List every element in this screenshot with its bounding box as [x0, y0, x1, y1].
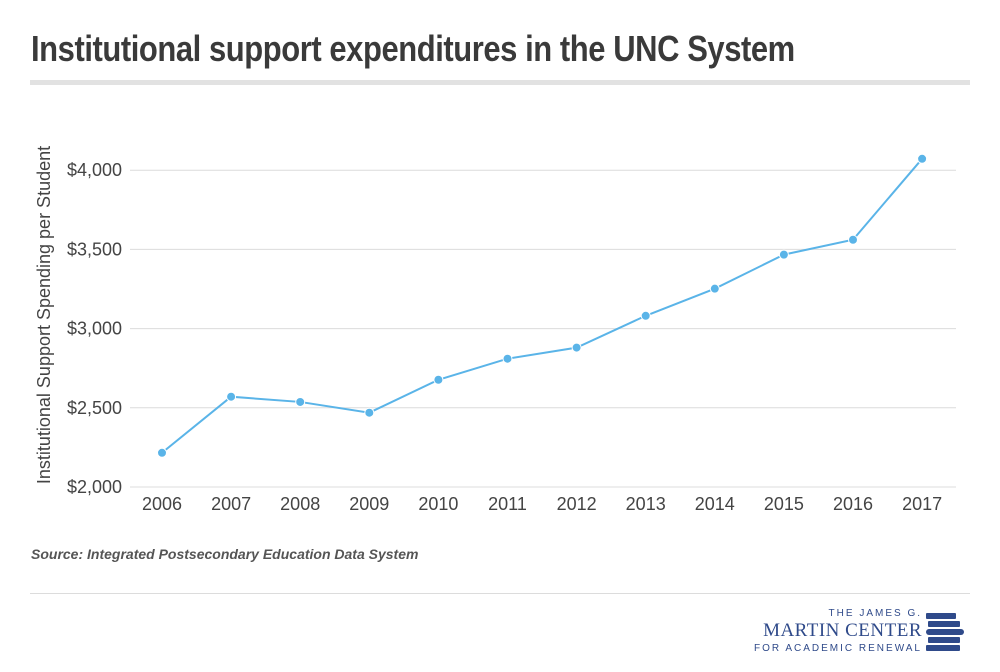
data-point: [226, 391, 237, 402]
data-point: [917, 153, 928, 164]
x-tick-label: 2008: [280, 494, 320, 514]
y-tick-label: $2,000: [67, 477, 122, 497]
y-tick-label: $3,000: [67, 319, 122, 339]
data-point: [502, 353, 513, 364]
data-point: [157, 447, 167, 458]
x-tick-label: 2007: [211, 494, 251, 514]
x-tick-label: 2017: [902, 494, 942, 514]
title-divider: [30, 80, 970, 85]
x-tick-label: 2009: [349, 494, 389, 514]
y-tick-label: $3,500: [67, 239, 122, 259]
logo-line-1: THE JAMES G.: [828, 608, 922, 619]
source-note: Source: Integrated Postsecondary Educati…: [31, 546, 419, 562]
data-point: [364, 407, 375, 418]
y-axis-label: Institutional Support Spending per Stude…: [34, 146, 54, 484]
x-tick-label: 2013: [626, 494, 666, 514]
data-point: [848, 234, 858, 245]
logo-line-3: FOR ACADEMIC RENEWAL: [754, 643, 922, 654]
chart-title: Institutional support expenditures in th…: [31, 28, 795, 69]
martin-center-logo: THE JAMES G. MARTIN CENTER FOR ACADEMIC …: [754, 608, 966, 664]
logo-line-2: MARTIN CENTER: [763, 620, 922, 641]
books-icon: [926, 613, 964, 651]
x-tick-label: 2016: [833, 494, 873, 514]
data-point: [709, 283, 720, 294]
data-point: [433, 374, 444, 385]
line-chart: $2,000 $2,500 $3,000 $3,500 $4,000 Institutio…: [34, 146, 956, 514]
footer-divider: [30, 593, 970, 594]
y-tick-label: $4,000: [67, 160, 122, 180]
data-point: [571, 342, 582, 353]
x-tick-label: 2010: [418, 494, 458, 514]
data-point: [640, 310, 651, 321]
x-tick-label: 2012: [557, 494, 597, 514]
x-tick-label: 2015: [764, 494, 804, 514]
x-tick-label: 2014: [695, 494, 735, 514]
x-tick-label: 2011: [488, 494, 527, 514]
x-tick-label: 2006: [142, 494, 182, 514]
data-point: [295, 396, 306, 407]
y-tick-label: $2,500: [67, 398, 122, 418]
series-line: [161, 158, 923, 454]
data-point: [778, 249, 789, 260]
